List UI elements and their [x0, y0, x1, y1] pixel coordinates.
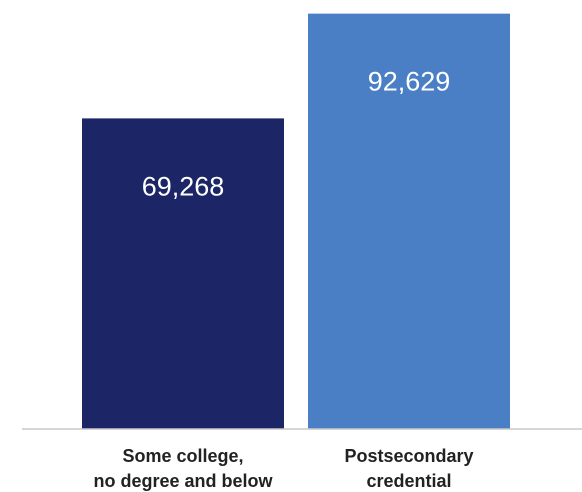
bar-value-label-1: 69,268 [142, 171, 225, 201]
category-labels-group: Some college, no degree and below Postseco… [93, 446, 473, 491]
bar-value-label-2: 92,629 [368, 67, 451, 97]
bar-2 [308, 13, 510, 430]
category-label-1-line-1: Some college, [122, 446, 243, 466]
category-label-1-line-2: no degree and below [93, 471, 273, 491]
category-label-2-line-2: credential [366, 471, 451, 491]
bars-group: 69,268 92,629 [82, 13, 510, 430]
bar-1 [82, 118, 284, 430]
category-label-2-line-1: Postsecondary [344, 446, 473, 466]
